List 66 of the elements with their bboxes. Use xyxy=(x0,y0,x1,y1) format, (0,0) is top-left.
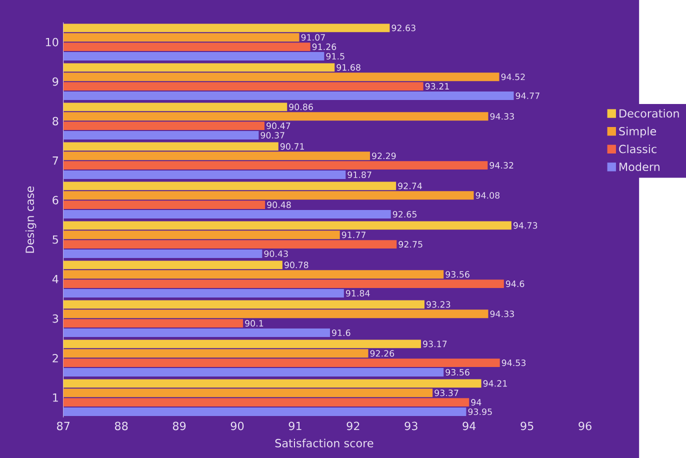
y-tick-label: 7 xyxy=(52,156,58,165)
legend-label: Decoration xyxy=(620,108,679,118)
y-tick-label: 3 xyxy=(52,314,58,323)
data-label: 94.32 xyxy=(490,162,514,168)
data-label: 91.5 xyxy=(326,52,344,60)
data-label: 92.75 xyxy=(398,240,422,248)
y-tick-label: 10 xyxy=(46,38,58,46)
data-label: 92.65 xyxy=(392,210,416,218)
data-label: 94.21 xyxy=(483,380,507,387)
y-tick-label: 8 xyxy=(52,116,58,126)
y-tick-label: 1 xyxy=(53,393,58,402)
data-label: 90.71 xyxy=(280,142,304,150)
y-tick-label: 2 xyxy=(52,354,58,362)
data-label: 90.37 xyxy=(260,132,284,138)
x-tick-label: 90 xyxy=(230,422,244,430)
x-tick-label: 96 xyxy=(578,422,592,430)
legend-label: Modern xyxy=(620,162,660,171)
data-label: 93.95 xyxy=(468,408,492,415)
data-label: 94.08 xyxy=(476,192,500,198)
data-label: 90.78 xyxy=(284,261,308,268)
y-tick-label: 4 xyxy=(52,274,58,284)
legend-label: Simple xyxy=(619,126,656,138)
legend-label: Classic xyxy=(619,144,656,154)
data-label: 92.74 xyxy=(398,182,422,190)
x-tick-label: 89 xyxy=(172,422,186,430)
data-label: 93.17 xyxy=(423,340,447,348)
x-tick-label: 95 xyxy=(520,422,534,430)
data-label: 90.47 xyxy=(266,122,290,129)
x-tick-label: 91 xyxy=(288,422,302,430)
data-label: 92.63 xyxy=(392,24,416,32)
data-label: 93.21 xyxy=(425,82,449,90)
x-tick-label: 88 xyxy=(114,422,128,430)
y-axis-title: Design case xyxy=(25,186,36,253)
data-label: 93.23 xyxy=(426,300,450,308)
data-label: 90.48 xyxy=(267,201,291,208)
y-tick-label: 6 xyxy=(52,196,58,204)
data-label: 91.26 xyxy=(312,43,336,50)
data-label: 91.6 xyxy=(332,329,350,336)
data-label: 90.1 xyxy=(245,320,264,326)
x-axis-title: Satisfaction score xyxy=(275,438,374,448)
x-tick-label: 87 xyxy=(57,422,70,430)
data-label: 92.26 xyxy=(370,350,394,356)
x-tick-label: 94 xyxy=(462,422,476,430)
data-label: 91.68 xyxy=(336,64,360,71)
data-label: 93.37 xyxy=(434,389,458,396)
data-label: 91.07 xyxy=(301,34,325,40)
x-tick-label: 92 xyxy=(346,422,360,430)
data-label: 90.43 xyxy=(264,250,288,257)
x-tick-label: 93 xyxy=(404,422,418,430)
data-label: 90.86 xyxy=(289,103,313,110)
data-label: 94 xyxy=(471,398,482,406)
y-tick-label: 9 xyxy=(52,77,58,86)
data-label: 94.52 xyxy=(501,73,525,80)
data-label: 94.73 xyxy=(513,222,538,229)
data-label: 94.53 xyxy=(502,359,526,366)
y-tick-label: 5 xyxy=(52,235,58,244)
data-label: 94.33 xyxy=(490,310,514,317)
data-label: 91.77 xyxy=(342,231,366,238)
data-label: 91.87 xyxy=(348,171,372,178)
data-label: 93.56 xyxy=(446,368,470,376)
data-label: 94.6 xyxy=(506,280,524,287)
data-label: 93.56 xyxy=(446,270,470,278)
data-label: 91.84 xyxy=(346,290,370,296)
data-label: 92.29 xyxy=(372,152,396,159)
data-label: 94.33 xyxy=(490,112,514,120)
data-label: 94.77 xyxy=(516,92,540,99)
